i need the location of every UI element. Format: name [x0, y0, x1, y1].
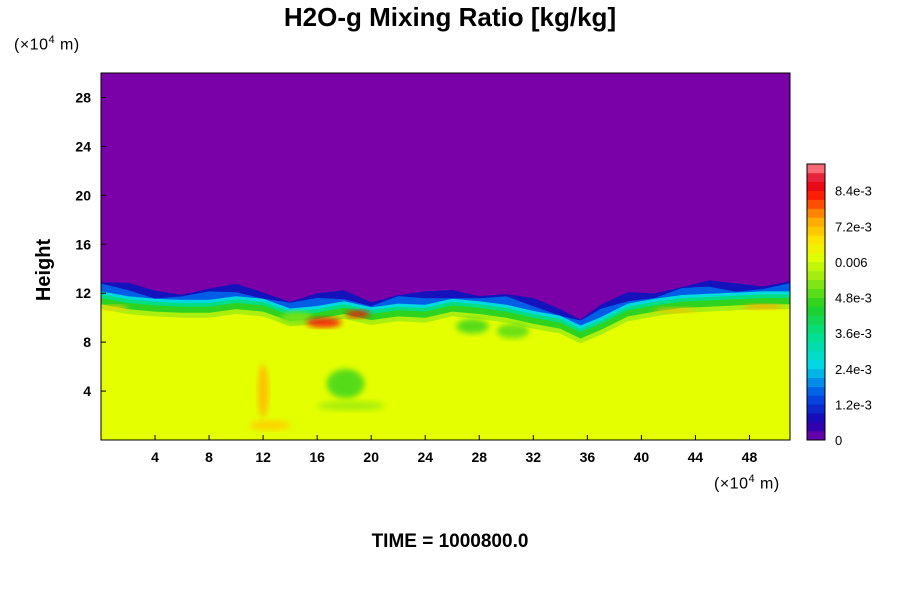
dry-blob — [326, 369, 365, 399]
colorbar-segment — [807, 377, 825, 387]
colorbar-segment — [807, 235, 825, 245]
y-axis-ticks: 4 8 12 16 20 24 28 — [75, 89, 106, 399]
chart-title: H2O-g Mixing Ratio [kg/kg] — [283, 2, 617, 32]
colorbar-segment — [807, 342, 825, 352]
colorbar-segment — [807, 279, 825, 289]
colorbar-label: 3.6e-3 — [835, 326, 872, 341]
x-tick-label: 28 — [471, 449, 487, 465]
moist-blob — [742, 304, 784, 310]
x-tick-label: 48 — [742, 449, 758, 465]
colorbar-segment — [807, 226, 825, 236]
y-tick-label: 28 — [75, 89, 91, 105]
time-label: TIME = 1000800.0 — [371, 531, 529, 552]
colorbar-segment — [807, 359, 825, 370]
x-tick-label: 4 — [151, 449, 159, 465]
colorbar-segment — [807, 244, 825, 254]
moist-blob — [249, 420, 291, 431]
dry-blob — [496, 323, 530, 339]
x-tick-label: 8 — [205, 449, 213, 465]
colorbar-segment — [807, 253, 825, 263]
colorbar-label: 0.006 — [835, 255, 868, 270]
colorbar-segment — [807, 395, 825, 405]
colorbar-label: 0 — [835, 433, 842, 448]
x-tick-label: 40 — [634, 449, 650, 465]
colorbar-segment — [807, 261, 825, 272]
lower-region — [101, 309, 790, 440]
x-tick-label: 12 — [255, 449, 271, 465]
colorbar-segment — [807, 368, 825, 378]
x-unit-label: (×104 m) — [714, 473, 780, 493]
moist-blob — [306, 317, 342, 328]
colorbar-segment — [807, 297, 825, 307]
colorbar-segment — [807, 208, 825, 218]
dry-blob — [280, 311, 314, 324]
colorbar-segment — [807, 199, 825, 209]
y-tick-label: 12 — [75, 285, 91, 301]
colorbar-segment — [807, 333, 825, 343]
colorbar-segment — [807, 190, 825, 200]
colorbar-label: 1.2e-3 — [835, 397, 872, 412]
colorbar-segment — [807, 386, 825, 396]
colorbar-segment — [807, 413, 825, 423]
colorbar-segment — [807, 324, 825, 334]
moist-blob — [101, 305, 129, 311]
colorbar-segment — [807, 306, 825, 316]
x-tick-label: 16 — [309, 449, 325, 465]
colorbar-segment — [807, 164, 825, 174]
y-tick-label: 24 — [75, 138, 91, 154]
y-tick-label: 16 — [75, 236, 91, 252]
colorbar-segment — [807, 431, 825, 441]
x-tick-label: 36 — [580, 449, 596, 465]
colorbar-segment — [807, 172, 825, 183]
colorbar-segment — [807, 422, 825, 432]
colorbar-segment — [807, 288, 825, 298]
x-tick-label: 44 — [688, 449, 704, 465]
x-tick-label: 24 — [417, 449, 433, 465]
colorbar: 0 1.2e-3 2.4e-3 3.6e-3 4.8e-3 0.006 7.2e-3 8.4e… — [806, 163, 872, 448]
y-axis-label: Height — [33, 239, 55, 302]
plot-frame — [100, 72, 791, 441]
colorbar-label: 2.4e-3 — [835, 362, 872, 377]
y-tick-label: 8 — [83, 334, 91, 350]
x-tick-label: 32 — [526, 449, 542, 465]
y-unit-label: (×104 m) — [14, 34, 80, 54]
dry-blob — [317, 400, 385, 411]
y-tick-label: 4 — [83, 383, 91, 399]
colorbar-label: 8.4e-3 — [835, 184, 872, 199]
x-tick-label: 20 — [363, 449, 379, 465]
moist-blob — [653, 307, 697, 313]
x-axis-ticks: 4 8 12 16 20 24 28 32 36 40 44 48 — [151, 435, 757, 465]
colorbar-frame — [806, 163, 826, 441]
colorbar-label: 4.8e-3 — [835, 291, 872, 306]
colorbar-segment — [807, 181, 825, 192]
moist-blob — [257, 364, 269, 418]
moist-blob — [345, 310, 370, 318]
colorbar-segment — [807, 315, 825, 325]
colorbar-segment — [807, 404, 825, 414]
colorbar-label: 7.2e-3 — [835, 219, 872, 234]
plot-area — [101, 73, 790, 440]
colorbar-segment — [807, 270, 825, 281]
y-tick-label: 20 — [75, 187, 91, 203]
colorbar-segment — [807, 350, 825, 361]
colorbar-segment — [807, 217, 825, 227]
dry-blob — [456, 318, 489, 334]
